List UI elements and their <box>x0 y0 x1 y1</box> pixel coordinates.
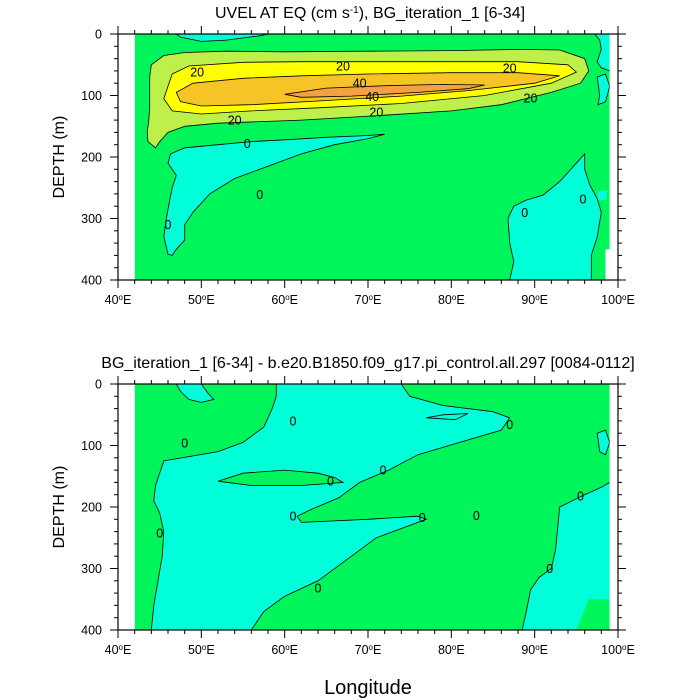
panel-top-y-tick-label: 0 <box>95 28 102 42</box>
panel-bottom-x-tick-label: 80oE <box>438 643 465 658</box>
panel-top-contour-label: 20 <box>524 91 538 105</box>
panel-top-zero-line-west-deep <box>163 133 385 256</box>
panel-top-x-tick-label: 90oE <box>521 293 548 308</box>
panel-bottom-field: 0 0 0 0 0 0 0 0 0 0 0 0 <box>134 384 610 630</box>
panel-bottom-y-tick-label: 400 <box>81 624 102 638</box>
panel-bottom-x-tick-label: 40oE <box>105 643 132 658</box>
panel-top-contour-label: 0 <box>521 206 528 220</box>
panel-bottom-x-tick-label: 70oE <box>355 643 382 658</box>
panel-top-y-tick-label: 100 <box>81 89 102 103</box>
panel-bottom-contour-label: 0 <box>327 475 334 489</box>
panel-bottom-zero-line-central <box>150 384 277 630</box>
panel-bottom-negative-area-east-edge <box>597 430 610 455</box>
panel-top-contour-30 <box>175 72 560 107</box>
panel-bottom-zero-line-east-edge <box>596 429 610 456</box>
panel-top-contour-label: 20 <box>336 59 350 73</box>
panel-bottom-negative-area-central <box>151 384 510 630</box>
panel-top-zero-line-top <box>176 34 269 42</box>
panel-bottom-y-tick-label: 100 <box>81 439 102 453</box>
panel-bottom-plot: 0 0 0 0 0 0 0 0 0 0 0 0 40oE 50oE 60oE 70oE 80oE 90oE 100o… <box>81 376 635 657</box>
panel-bottom-y-tick-label: 300 <box>81 562 102 576</box>
panel-top-x-tick-label: 70oE <box>355 293 382 308</box>
panel-top-x-tick-label: 100oE <box>601 293 635 308</box>
panel-top-contour-label: 0 <box>256 188 263 202</box>
panel-top-negative-area-top <box>176 34 268 42</box>
panel-bottom-x-tick-label: 100oE <box>601 643 635 658</box>
panel-top-contour-label: 0 <box>244 137 251 151</box>
panel-bottom-contour-label: 0 <box>506 418 513 432</box>
panel-bottom-contour-label: 0 <box>290 414 297 428</box>
panel-bottom-zero-line-central-east <box>250 384 511 630</box>
panel-top-zero-line-east-mid <box>596 73 610 106</box>
panel-top-contour-label: 40 <box>353 77 367 91</box>
panel-top-contour-label: 20 <box>503 61 517 75</box>
panel-bottom-contour-label: 0 <box>156 526 163 540</box>
panel-top-contour-label: 40 <box>365 90 379 104</box>
panel-bottom-x-tick-label: 50oE <box>188 643 215 658</box>
panel-top-x-tick-label: 60oE <box>271 293 298 308</box>
panel-bottom-positive-tongue-west <box>218 470 343 486</box>
panel-bottom-y-axis-title: DEPTH (m) <box>51 466 68 549</box>
panel-top-contour-label: 20 <box>369 106 383 120</box>
panel-top-y-axis-title: DEPTH (m) <box>51 116 68 199</box>
panel-top-negative-area-east-upper <box>594 34 610 71</box>
panel-bottom: 0 0 0 0 0 0 0 0 0 0 0 0 40oE 50oE 60oE 70oE 80oE 90oE 100o… <box>51 355 635 699</box>
panel-bottom-zero-line-top <box>175 384 215 403</box>
panel-top-x-tick-label: 80oE <box>438 293 465 308</box>
panel-top-contour-label: 0 <box>165 218 172 232</box>
panel-top-negative-area-east-deep <box>508 153 602 280</box>
panel-bottom-negative-area-east <box>522 482 610 630</box>
panel-top-y-tick-label: 400 <box>81 274 102 288</box>
panel-top-jet-40 <box>284 84 485 98</box>
panel-bottom-contour-label: 0 <box>181 437 188 451</box>
panel-top-missing-area-corner <box>605 249 610 280</box>
panel-top-zero-line-east-upper <box>594 34 610 72</box>
panel-bottom-x-tick-label: 90oE <box>521 643 548 658</box>
panel-top-title: UVEL AT EQ (cm s-1), BG_iteration_1 [6-3… <box>215 5 525 23</box>
panel-bottom-zero-line-east <box>521 482 610 630</box>
panel-top-x-tick-label: 40oE <box>105 293 132 308</box>
panel-top-x-tick-label: 50oE <box>188 293 215 308</box>
panel-bottom-contour-label: 0 <box>315 582 322 596</box>
panel-top-contour-40 <box>284 83 485 98</box>
panel-top-contour-5 <box>146 48 590 149</box>
panel-bottom-contour-label: 0 <box>380 464 387 478</box>
panel-bottom-zero-line-tiny <box>426 413 469 421</box>
panel-top-negative-area-west-deep <box>163 134 385 256</box>
panel-top-contour-label: 20 <box>190 66 204 80</box>
panel-bottom-title: BG_iteration_1 [6-34] - b.e20.B1850.f09_… <box>101 355 634 372</box>
panel-bottom-contour-label: 0 <box>473 509 480 523</box>
panel-bottom-x-tick-label: 60oE <box>271 643 298 658</box>
panel-bottom-contour-label: 0 <box>290 510 297 524</box>
panel-top-y-tick-label: 200 <box>81 151 102 165</box>
panel-bottom-y-tick-label: 200 <box>81 501 102 515</box>
panel-top-contour-20 <box>163 61 578 115</box>
panel-bottom-y-tick-label: 0 <box>95 378 102 392</box>
panel-top-zero-line-east-deep <box>507 152 602 280</box>
panel-top-y-tick-label: 300 <box>81 212 102 226</box>
panel-top-negative-area-east-small <box>597 190 608 201</box>
panel-bottom-x-axis-title: Longitude <box>324 677 412 699</box>
panel-bottom-zero-line-tongue <box>217 469 345 486</box>
panel-top-contour-label: 20 <box>228 114 242 128</box>
panel-top-contour-label: 0 <box>580 192 587 206</box>
panel-bottom-contour-label: 0 <box>419 511 426 525</box>
panel-bottom-contour-label: 0 <box>546 562 553 576</box>
panel-bottom-contour-label: 0 <box>577 489 584 503</box>
